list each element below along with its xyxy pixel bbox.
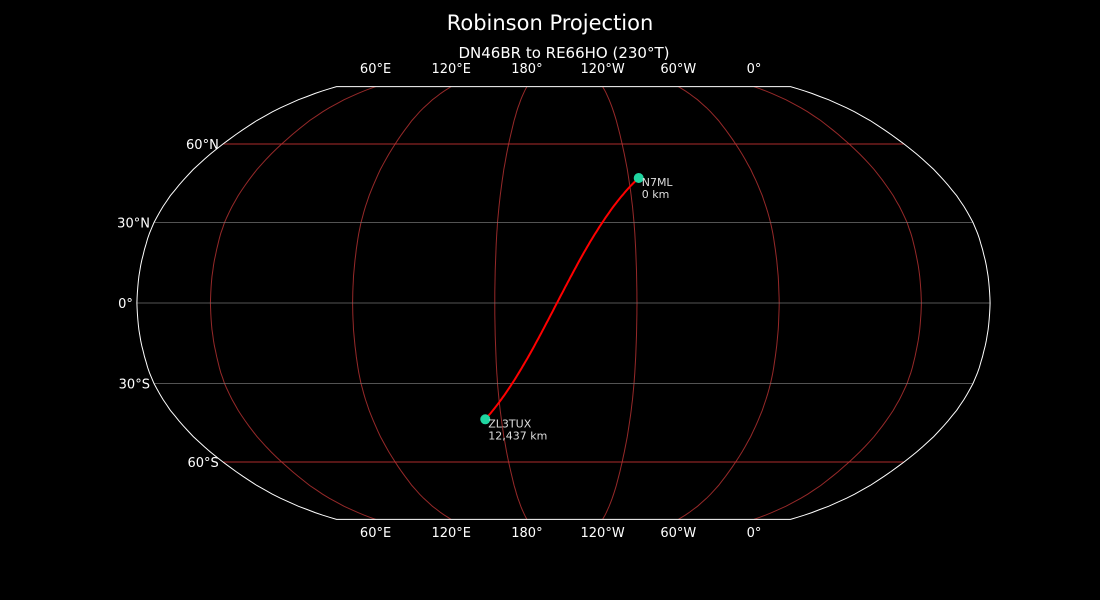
top-lon-label: 0° xyxy=(747,62,762,77)
graticule xyxy=(136,86,991,520)
top-lon-label: 120°E xyxy=(431,62,471,77)
bottom-lon-label: 60°E xyxy=(360,526,391,541)
map-title: Robinson Projection xyxy=(447,11,654,35)
bottom-lon-label: 120°W xyxy=(581,526,625,541)
axis-labels: 60°E 60°E 120°E 120°E 180° 180° 120°W 120°W 60°W… xyxy=(117,62,761,541)
station-marker xyxy=(633,173,644,184)
bottom-lon-label: 120°E xyxy=(431,526,471,541)
station-distance: 12,437 km xyxy=(488,429,547,442)
lat-label: 30°N xyxy=(117,217,150,232)
lat-label: 60°N xyxy=(186,138,219,153)
bottom-lon-label: 60°W xyxy=(660,526,696,541)
station-call: N7ML xyxy=(642,176,674,189)
bottom-lon-label: 0° xyxy=(747,526,762,541)
top-lon-label: 60°E xyxy=(360,62,391,77)
bottom-lon-label: 180° xyxy=(511,526,542,541)
lat-label: 60°S xyxy=(188,456,219,471)
station-call: ZL3TUX xyxy=(488,417,531,430)
lat-label: 0° xyxy=(118,297,133,312)
top-lon-label: 120°W xyxy=(581,62,625,77)
map-boundary xyxy=(136,86,991,520)
map-subtitle: DN46BR to RE66HO (230°T) xyxy=(458,44,669,62)
top-lon-label: 60°W xyxy=(660,62,696,77)
station-marker xyxy=(480,414,491,425)
great-circle-path xyxy=(484,177,640,420)
lat-label: 30°S xyxy=(119,377,150,392)
top-lon-label: 180° xyxy=(511,62,542,77)
station-distance: 0 km xyxy=(642,188,670,201)
